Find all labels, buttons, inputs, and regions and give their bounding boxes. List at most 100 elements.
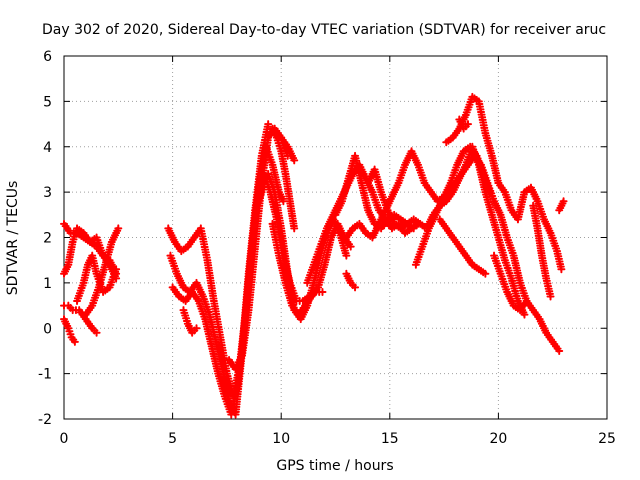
series-segment — [75, 225, 86, 236]
series-segment — [454, 149, 467, 167]
x-tick-label: 10 — [272, 431, 290, 447]
series-segment — [210, 299, 224, 339]
series-segment — [533, 226, 546, 258]
series-segment — [357, 222, 369, 235]
y-tick-label: 5 — [43, 94, 52, 110]
series-track-15 — [270, 129, 299, 165]
series-segment — [541, 217, 554, 235]
series-track-10 — [179, 306, 201, 337]
series-segment — [536, 317, 550, 335]
series-segment — [510, 254, 524, 285]
series-segment — [350, 163, 362, 176]
series-track-13 — [268, 219, 355, 319]
data-point — [522, 297, 531, 306]
series-segment — [309, 285, 321, 299]
x-tick-label: 0 — [60, 431, 69, 447]
series-segment — [281, 172, 294, 203]
series-segment — [358, 181, 372, 212]
series-segment — [392, 221, 403, 231]
series-segment — [418, 221, 429, 231]
series-segment — [165, 226, 178, 244]
series-segment — [193, 281, 206, 299]
series-segment — [439, 190, 451, 203]
data-point — [192, 324, 201, 333]
series-segment — [284, 145, 298, 163]
series-segment — [456, 244, 469, 258]
data-point — [290, 156, 299, 165]
series-segment — [528, 185, 541, 203]
data-point — [351, 283, 360, 292]
x-tick-labels: 0 5 10 15 20 25 — [60, 431, 616, 447]
series-segment — [334, 222, 348, 240]
series-segment — [459, 163, 471, 176]
series-segment — [272, 130, 284, 141]
series-track-05 — [73, 251, 121, 306]
data-point — [342, 251, 351, 260]
data-point — [557, 265, 566, 274]
data-point — [318, 287, 327, 296]
series-segment — [351, 154, 365, 185]
data-point — [555, 346, 564, 355]
series-segment — [369, 222, 382, 240]
series-segment — [450, 126, 462, 140]
series-segment — [351, 221, 362, 231]
series-track-23 — [442, 92, 503, 188]
series-segment — [302, 294, 314, 308]
data-point — [346, 242, 355, 251]
series-segment — [183, 290, 195, 303]
series-track-22 — [435, 215, 490, 278]
series-segment — [296, 303, 308, 317]
series-track-28 — [555, 197, 568, 215]
series-segment — [258, 136, 272, 185]
series-segment — [289, 303, 301, 317]
series-segment — [232, 353, 246, 371]
series-segment — [522, 185, 533, 195]
series-segment — [550, 340, 562, 353]
x-axis-label: GPS time / hours — [276, 458, 393, 474]
data-point — [481, 269, 490, 278]
series-segment — [509, 208, 521, 222]
series-segment — [276, 190, 287, 203]
series-segment — [356, 163, 369, 181]
series-segment — [389, 181, 402, 199]
y-tick-label: 1 — [43, 276, 52, 292]
series-segment — [343, 226, 356, 240]
series-segment — [538, 254, 550, 280]
series-segment — [443, 226, 456, 240]
data-point — [70, 337, 79, 346]
series-segment — [310, 254, 324, 285]
y-tick-label: 4 — [43, 140, 52, 156]
series-segment — [491, 199, 504, 217]
series-segment — [435, 194, 446, 204]
series-segment — [428, 190, 440, 203]
series-segment — [488, 154, 502, 185]
series-track-21 — [411, 151, 564, 355]
series-segment — [517, 299, 530, 312]
series-segment — [278, 135, 291, 149]
series-segment — [227, 381, 242, 416]
series-segment — [238, 308, 253, 357]
series-segment — [398, 216, 410, 227]
series-segment — [408, 149, 421, 167]
series-segment — [465, 154, 477, 167]
series-segment — [443, 190, 456, 203]
y-tick-label: -2 — [38, 412, 52, 428]
series-segment — [61, 222, 73, 235]
series-segment — [475, 100, 489, 135]
series-segment — [496, 181, 508, 194]
series-segment — [179, 244, 190, 254]
x-tick-label: 25 — [598, 431, 616, 447]
series-segment — [197, 227, 211, 262]
series-segment — [277, 226, 292, 276]
series-segment — [81, 231, 93, 244]
series-segment — [269, 222, 283, 258]
series-segment — [191, 226, 204, 240]
series-track-12 — [251, 169, 351, 324]
series-segment — [269, 163, 283, 194]
chart-title: Day 302 of 2020, Sidereal Day-to-day VTE… — [42, 22, 606, 38]
series-segment — [450, 235, 462, 249]
series-segment — [446, 181, 458, 194]
y-tick-label: -1 — [38, 367, 52, 383]
y-tick-labels: -2 -1 0 1 2 3 4 5 6 — [38, 49, 52, 428]
